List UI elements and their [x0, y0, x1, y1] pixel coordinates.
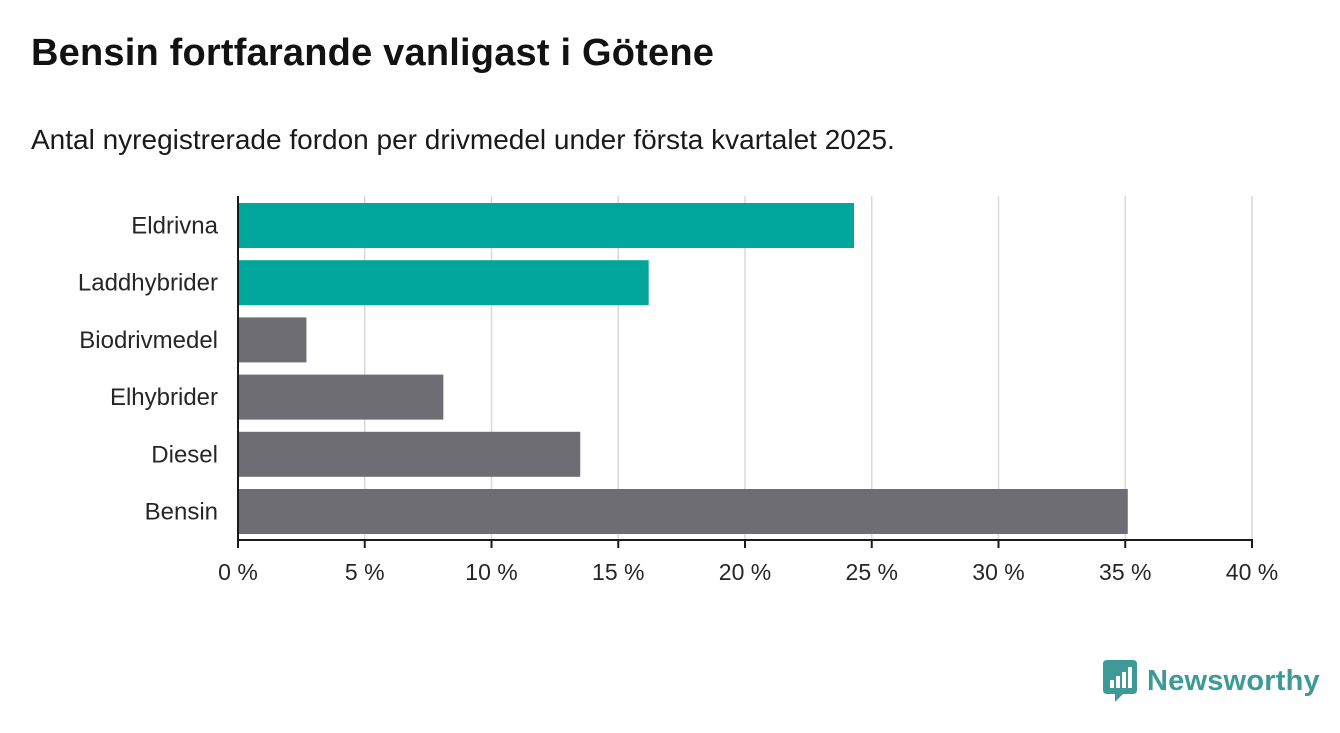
x-tick-label: 0 % [218, 559, 258, 585]
bar [238, 431, 581, 477]
logo-text: Newsworthy [1147, 664, 1320, 697]
bar [238, 317, 307, 363]
bar [238, 203, 855, 248]
newsworthy-logo[interactable]: Newsworthy [1103, 660, 1320, 702]
bars [238, 203, 1128, 534]
x-tick-label: 10 % [465, 559, 517, 585]
category-labels: Eldrivna Laddhybrider Biodrivmedel Elhybrid… [78, 213, 219, 526]
grid-lines [364, 196, 1253, 540]
bar [238, 489, 1128, 534]
category-label: Elhybrider [110, 384, 218, 411]
bar [238, 374, 444, 420]
bar-chart-speech-bubble-icon [1103, 660, 1137, 702]
bar [238, 260, 649, 306]
category-label: Laddhybrider [78, 270, 218, 297]
category-label: Diesel [151, 441, 218, 468]
x-tick-label: 40 % [1226, 559, 1278, 585]
page-title: Bensin fortfarande vanligast i Götene [31, 32, 715, 74]
x-tick-label: 15 % [592, 559, 644, 585]
category-label: Bensin [145, 499, 218, 526]
x-tick-label: 20 % [719, 559, 771, 585]
x-tick-label: 5 % [345, 559, 385, 585]
x-tick-label: 30 % [972, 559, 1024, 585]
category-label: Eldrivna [131, 213, 218, 240]
x-tick-label: 35 % [1099, 559, 1151, 585]
x-tick-label: 25 % [846, 559, 898, 585]
page-subtitle: Antal nyregistrerade fordon per drivmede… [31, 124, 895, 155]
x-axis: 0 % 5 % 10 % 15 % 20 % 25 % 30 % 35 % 40 % [218, 196, 1278, 585]
category-label: Biodrivmedel [79, 327, 218, 354]
